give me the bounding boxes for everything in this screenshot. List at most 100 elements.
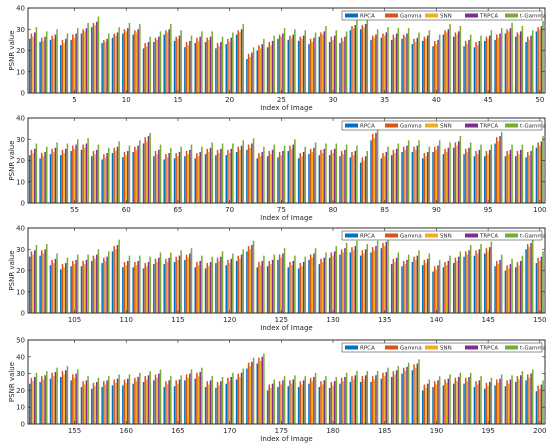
y-tick-label: 10 xyxy=(16,178,25,186)
x-tick-label: 30 xyxy=(329,96,338,104)
bar xyxy=(314,142,317,203)
bar xyxy=(397,143,400,203)
bar xyxy=(103,39,105,94)
bar xyxy=(444,30,446,94)
bar xyxy=(230,37,232,93)
bar xyxy=(96,149,98,204)
bar xyxy=(340,37,343,93)
bar xyxy=(292,144,294,203)
bar xyxy=(499,33,501,93)
bar xyxy=(44,152,46,203)
bar xyxy=(34,148,36,203)
series-SNN xyxy=(32,361,541,424)
legend-swatch xyxy=(425,233,438,238)
bar xyxy=(184,259,186,314)
bar xyxy=(402,260,405,313)
bar xyxy=(428,379,431,424)
bar xyxy=(134,30,136,94)
x-tick-label: 85 xyxy=(380,206,389,214)
bar xyxy=(475,381,477,424)
bar xyxy=(278,381,281,424)
bar xyxy=(540,141,543,204)
bar xyxy=(106,38,108,93)
bar xyxy=(178,379,181,424)
bar xyxy=(531,145,534,204)
bar xyxy=(85,259,88,314)
bar xyxy=(473,156,476,203)
bar xyxy=(537,385,539,424)
bar xyxy=(442,34,445,93)
y-tick-label: 0 xyxy=(21,90,25,98)
bar xyxy=(321,262,324,313)
bar xyxy=(41,376,43,424)
bar xyxy=(351,376,353,424)
bar xyxy=(263,353,265,424)
bar xyxy=(370,382,372,424)
bar xyxy=(60,269,62,313)
bar xyxy=(518,154,520,204)
bar xyxy=(351,26,353,94)
bar xyxy=(313,147,315,203)
bar xyxy=(139,23,141,93)
legend-swatch xyxy=(385,13,398,18)
bar xyxy=(94,386,96,424)
bar xyxy=(454,377,457,424)
bar xyxy=(457,31,460,94)
bar xyxy=(261,356,263,424)
bar xyxy=(325,376,327,424)
bar xyxy=(480,144,482,203)
series-RPCA xyxy=(29,248,538,314)
bar xyxy=(370,252,372,313)
bar xyxy=(478,249,481,313)
bar xyxy=(91,388,93,424)
bar xyxy=(370,39,372,94)
bar xyxy=(237,255,239,314)
bar xyxy=(44,375,46,424)
bar xyxy=(299,263,302,313)
bar xyxy=(73,377,76,424)
bar xyxy=(325,143,327,203)
bar xyxy=(504,33,507,93)
bar xyxy=(256,363,259,424)
bar xyxy=(373,138,376,203)
bar xyxy=(421,390,424,424)
bar xyxy=(359,382,362,424)
bar xyxy=(497,141,500,204)
bar xyxy=(444,379,446,424)
bar xyxy=(75,373,77,424)
bar xyxy=(302,35,305,93)
bar xyxy=(283,145,286,204)
bar xyxy=(42,40,45,93)
bar xyxy=(318,264,321,314)
bar xyxy=(54,34,57,93)
bar xyxy=(464,40,467,93)
bar xyxy=(356,240,358,313)
bar xyxy=(480,35,482,93)
bar xyxy=(309,377,312,424)
bar xyxy=(426,35,429,93)
x-tick-label: 20 xyxy=(225,96,234,104)
bar xyxy=(314,372,317,424)
bar xyxy=(135,149,138,204)
bar xyxy=(356,19,358,93)
bar xyxy=(266,156,269,203)
bar xyxy=(456,381,458,424)
bar xyxy=(132,383,134,424)
bar xyxy=(30,251,33,314)
bar xyxy=(463,154,465,204)
bar xyxy=(175,36,177,93)
bar xyxy=(53,38,55,93)
bar xyxy=(180,375,182,424)
y-tick-label: 50 xyxy=(16,337,25,345)
bar xyxy=(435,384,438,424)
bar xyxy=(196,153,198,203)
bar xyxy=(402,34,405,93)
bar xyxy=(325,26,327,94)
bar xyxy=(106,380,108,424)
bar xyxy=(113,246,115,313)
bar xyxy=(246,149,248,204)
bar xyxy=(97,16,100,93)
bar xyxy=(485,150,488,203)
bar xyxy=(445,382,448,424)
bar xyxy=(92,255,95,314)
